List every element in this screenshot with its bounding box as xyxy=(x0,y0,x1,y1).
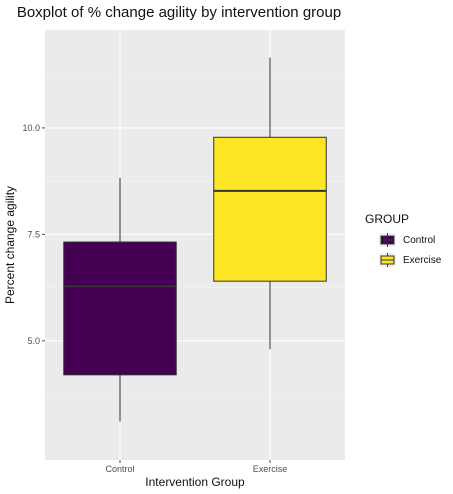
y-tick-label: 5.0 xyxy=(27,336,40,346)
box-control xyxy=(63,177,177,422)
boxes xyxy=(63,57,327,422)
axis-ticks: 5.0 7.5 10.0 Control Exercise xyxy=(22,123,287,474)
legend: GROUP Control Exercise xyxy=(365,212,442,267)
legend-label: Control xyxy=(403,235,435,246)
x-tick-label: Exercise xyxy=(253,464,288,474)
box-body xyxy=(213,136,327,282)
x-tick-label: Control xyxy=(105,464,134,474)
y-axis-title: Percent change agility xyxy=(3,186,17,304)
y-tick-label: 7.5 xyxy=(27,229,40,239)
chart-title: Boxplot of % change agility by intervent… xyxy=(17,4,341,21)
x-axis-title: Intervention Group xyxy=(145,475,245,489)
box-body xyxy=(63,241,177,376)
box-exercise xyxy=(213,57,327,350)
y-tick-label: 10.0 xyxy=(22,123,40,133)
legend-item-control: Control xyxy=(379,233,435,247)
legend-label: Exercise xyxy=(403,255,442,266)
legend-item-exercise: Exercise xyxy=(379,253,442,267)
legend-title: GROUP xyxy=(365,212,409,226)
